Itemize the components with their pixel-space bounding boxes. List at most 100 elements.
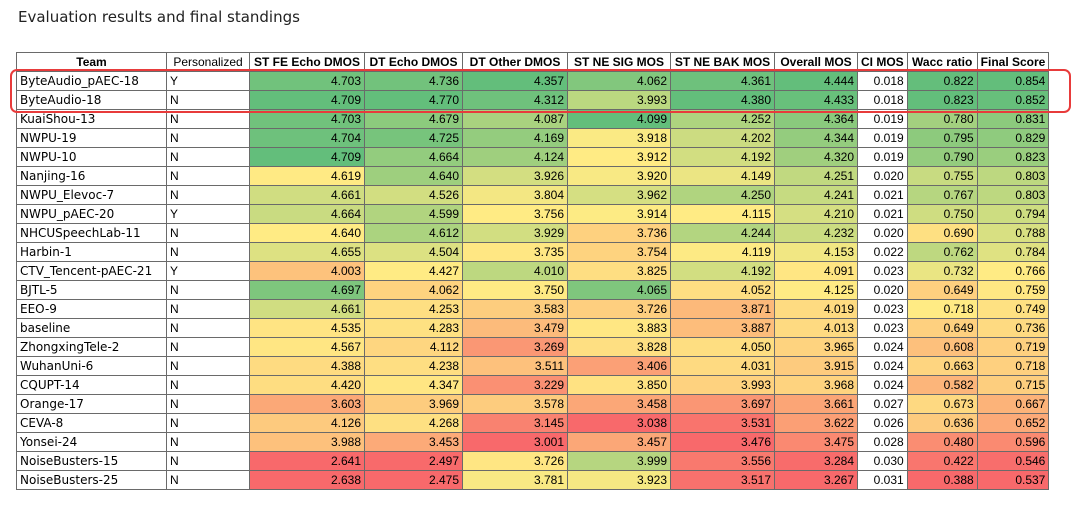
table-row: CEVA-8 N 4.126 4.268 3.145 3.038 3.531 3.622 0.0… (16, 413, 1050, 433)
cell-st-ne-sig-mos: 3.993 (567, 90, 671, 110)
col-header-overall-mos[interactable]: Overall MOS (774, 52, 858, 72)
col-header-st-ne-bak-mos[interactable]: ST NE BAK MOS (670, 52, 775, 72)
col-header-team[interactable]: Team (16, 52, 167, 72)
cell-team: NWPU-19 (16, 128, 167, 148)
cell-team: NoiseBusters-15 (16, 451, 167, 471)
cell-wacc-ratio: 0.755 (906, 166, 978, 186)
cell-overall-mos: 4.210 (774, 204, 858, 224)
cell-dt-other-dmos: 4.087 (462, 109, 568, 129)
cell-wacc-ratio: 0.663 (906, 356, 978, 376)
cell-st-ne-sig-mos: 4.065 (567, 280, 671, 300)
cell-team: baseline (16, 318, 167, 338)
cell-final-score: 0.784 (976, 242, 1050, 262)
cell-st-fe-echo-dmos: 4.619 (249, 166, 365, 186)
cell-dt-other-dmos: 3.735 (462, 242, 568, 262)
cell-final-score: 0.715 (976, 375, 1050, 395)
cell-overall-mos: 4.013 (774, 318, 858, 338)
cell-personalized: N (166, 432, 250, 452)
cell-dt-echo-dmos: 4.725 (364, 128, 463, 148)
cell-st-ne-sig-mos: 3.825 (567, 261, 671, 281)
cell-team: KuaiShou-13 (16, 109, 167, 129)
cell-personalized: Y (166, 204, 250, 224)
cell-overall-mos: 3.968 (774, 375, 858, 395)
cell-personalized: N (166, 128, 250, 148)
cell-team: CTV_Tencent-pAEC-21 (16, 261, 167, 281)
cell-dt-echo-dmos: 4.664 (364, 147, 463, 167)
cell-st-ne-sig-mos: 3.962 (567, 185, 671, 205)
cell-st-ne-bak-mos: 4.115 (670, 204, 775, 224)
cell-personalized: N (166, 451, 250, 471)
col-header-personalized[interactable]: Personalized (166, 52, 250, 72)
cell-final-score: 0.823 (976, 147, 1050, 167)
col-header-ci-mos[interactable]: CI MOS (857, 52, 908, 72)
cell-wacc-ratio: 0.822 (906, 71, 978, 91)
cell-st-ne-bak-mos: 3.556 (670, 451, 775, 471)
col-header-wacc-ratio[interactable]: Wacc ratio (906, 52, 978, 72)
cell-ci-mos: 0.027 (857, 394, 908, 414)
cell-st-ne-bak-mos: 4.031 (670, 356, 775, 376)
cell-st-ne-bak-mos: 4.192 (670, 147, 775, 167)
cell-wacc-ratio: 0.767 (906, 185, 978, 205)
cell-st-fe-echo-dmos: 4.661 (249, 185, 365, 205)
cell-st-ne-sig-mos: 3.406 (567, 356, 671, 376)
cell-wacc-ratio: 0.608 (906, 337, 978, 357)
cell-overall-mos: 4.241 (774, 185, 858, 205)
cell-st-ne-sig-mos: 3.912 (567, 147, 671, 167)
table-row: NWPU-10 N 4.709 4.664 4.124 3.912 4.192 4.320 0.… (16, 147, 1050, 167)
cell-dt-other-dmos: 3.511 (462, 356, 568, 376)
table-row: baseline N 4.535 4.283 3.479 3.883 3.887 4.013 0… (16, 318, 1050, 338)
cell-personalized: N (166, 109, 250, 129)
cell-st-ne-bak-mos: 3.517 (670, 470, 775, 490)
col-header-dt-other-dmos[interactable]: DT Other DMOS (462, 52, 568, 72)
col-header-st-ne-sig-mos[interactable]: ST NE SIG MOS (567, 52, 671, 72)
cell-team: Yonsei-24 (16, 432, 167, 452)
cell-st-ne-bak-mos: 4.244 (670, 223, 775, 243)
cell-personalized: N (166, 299, 250, 319)
table-row: ZhongxingTele-2 N 4.567 4.112 3.269 3.828 4.05… (16, 337, 1050, 357)
cell-dt-echo-dmos: 4.347 (364, 375, 463, 395)
cell-dt-echo-dmos: 4.526 (364, 185, 463, 205)
cell-dt-other-dmos: 3.929 (462, 223, 568, 243)
cell-st-ne-bak-mos: 4.380 (670, 90, 775, 110)
table-row: CQUPT-14 N 4.420 4.347 3.229 3.850 3.993 3.968 0… (16, 375, 1050, 395)
cell-dt-other-dmos: 3.781 (462, 470, 568, 490)
col-header-dt-echo-dmos[interactable]: DT Echo DMOS (364, 52, 463, 72)
col-header-final-score[interactable]: Final Score (976, 52, 1050, 72)
cell-final-score: 0.852 (976, 90, 1050, 110)
cell-final-score: 0.766 (976, 261, 1050, 281)
cell-dt-echo-dmos: 4.238 (364, 356, 463, 376)
cell-personalized: N (166, 90, 250, 110)
cell-personalized: N (166, 375, 250, 395)
cell-wacc-ratio: 0.750 (906, 204, 978, 224)
cell-final-score: 0.719 (976, 337, 1050, 357)
table-row: BJTL-5 N 4.697 4.062 3.750 4.065 4.052 4.125 0.0… (16, 280, 1050, 300)
cell-st-fe-echo-dmos: 4.655 (249, 242, 365, 262)
cell-st-ne-sig-mos: 4.099 (567, 109, 671, 129)
cell-overall-mos: 4.444 (774, 71, 858, 91)
cell-final-score: 0.803 (976, 185, 1050, 205)
table-row: NWPU_pAEC-20 Y 4.664 4.599 3.756 3.914 4.115 4.… (16, 204, 1050, 224)
cell-personalized: N (166, 318, 250, 338)
cell-ci-mos: 0.028 (857, 432, 908, 452)
cell-personalized: N (166, 337, 250, 357)
cell-personalized: N (166, 470, 250, 490)
cell-ci-mos: 0.030 (857, 451, 908, 471)
cell-st-fe-echo-dmos: 4.126 (249, 413, 365, 433)
cell-dt-echo-dmos: 4.283 (364, 318, 463, 338)
cell-wacc-ratio: 0.673 (906, 394, 978, 414)
cell-st-fe-echo-dmos: 2.638 (249, 470, 365, 490)
cell-dt-echo-dmos: 4.268 (364, 413, 463, 433)
cell-wacc-ratio: 0.790 (906, 147, 978, 167)
cell-dt-echo-dmos: 4.112 (364, 337, 463, 357)
cell-dt-echo-dmos: 2.497 (364, 451, 463, 471)
cell-st-ne-bak-mos: 3.871 (670, 299, 775, 319)
cell-team: WuhanUni-6 (16, 356, 167, 376)
cell-dt-other-dmos: 4.169 (462, 128, 568, 148)
cell-st-ne-bak-mos: 4.192 (670, 261, 775, 281)
cell-dt-other-dmos: 4.010 (462, 261, 568, 281)
col-header-st-fe-echo-dmos[interactable]: ST FE Echo DMOS (249, 52, 365, 72)
cell-st-fe-echo-dmos: 4.697 (249, 280, 365, 300)
cell-st-fe-echo-dmos: 4.709 (249, 147, 365, 167)
cell-st-ne-bak-mos: 3.887 (670, 318, 775, 338)
table-row: CTV_Tencent-pAEC-21 Y 4.003 4.427 4.010 3.825… (16, 261, 1050, 281)
